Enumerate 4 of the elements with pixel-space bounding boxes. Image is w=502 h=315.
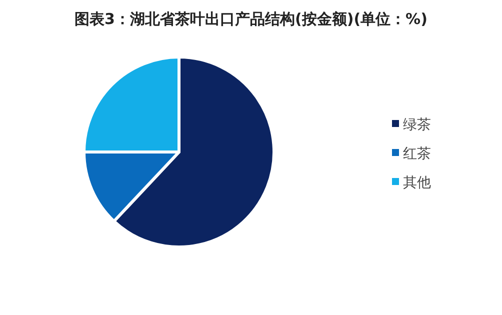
legend-label: 红茶 (403, 146, 431, 162)
chart-title: 图表3：湖北省茶叶出口产品结构(按金额)(单位：%) (74, 10, 428, 28)
legend-label: 绿茶 (403, 117, 431, 133)
legend-label: 其他 (403, 175, 431, 191)
